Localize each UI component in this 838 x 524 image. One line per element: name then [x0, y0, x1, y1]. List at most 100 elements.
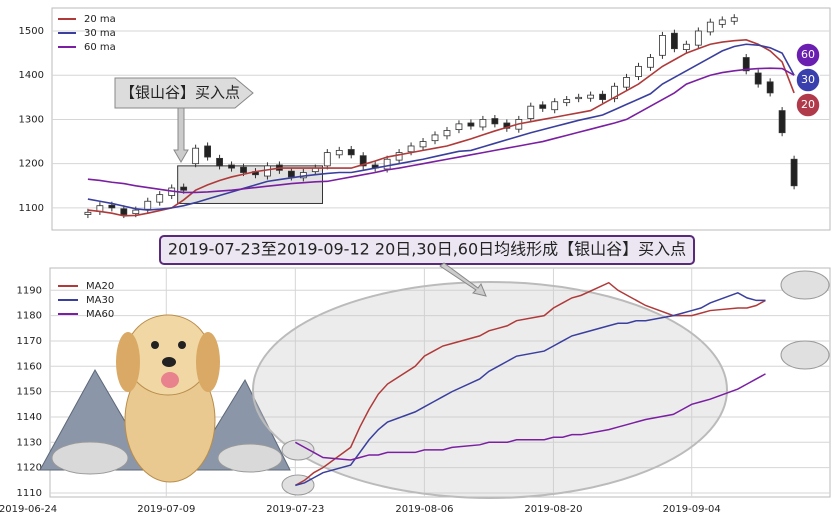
title-box — [159, 235, 695, 265]
candle-body — [647, 57, 654, 68]
dog-ear — [196, 332, 220, 392]
legend-label: MA30 — [86, 295, 114, 306]
dog-tongue — [161, 372, 179, 388]
x-tick-label: 2019-08-20 — [524, 504, 582, 515]
y-tick-label: 1180 — [17, 311, 42, 322]
decoration — [39, 270, 830, 499]
candle-body — [84, 211, 92, 215]
end-badge — [795, 92, 821, 118]
candle-body — [479, 119, 487, 128]
dog-nose — [162, 357, 176, 367]
candle-body — [491, 118, 499, 125]
candle-body — [359, 155, 367, 167]
candle-body — [623, 77, 630, 88]
candle-body — [287, 170, 295, 178]
candle-body — [383, 158, 391, 170]
candle-body — [694, 30, 702, 46]
candle-body — [335, 149, 343, 156]
candle-body — [431, 134, 439, 142]
candle-body — [192, 147, 200, 165]
candle-body — [216, 157, 223, 167]
candle-body — [443, 130, 451, 137]
title-arrow — [439, 262, 487, 297]
candle-body — [240, 166, 247, 173]
x-tick-label: 2019-06-24 — [0, 504, 57, 515]
dog-eye — [178, 341, 186, 349]
ingot — [780, 270, 830, 300]
dog-eye — [151, 341, 159, 349]
candle-body — [539, 104, 547, 109]
annotation-arrow — [114, 77, 254, 109]
end-badge — [795, 67, 821, 93]
candle-body — [395, 152, 403, 161]
candle-body — [204, 145, 212, 158]
y-tick-label: 1150 — [17, 387, 42, 398]
highlight-box — [177, 165, 324, 204]
y-tick-label: 1400 — [19, 70, 44, 81]
candle-body — [587, 94, 595, 99]
candle-body — [599, 93, 606, 100]
candle-body — [419, 141, 427, 148]
candle-body — [742, 57, 750, 72]
candle-body — [180, 186, 188, 191]
y-tick-label: 1200 — [19, 159, 44, 170]
candle-body — [611, 85, 618, 100]
candle-body — [228, 164, 235, 169]
candle-body — [527, 105, 535, 119]
chart-title: 2019-07-23至2019-09-12 20日,30日,60日均线形成【银山… — [168, 240, 686, 259]
candle-body — [563, 99, 571, 104]
legend-label: MA20 — [86, 281, 114, 292]
y-tick-label: 1140 — [17, 412, 42, 423]
annotation: 【银山谷】买入点 — [120, 84, 240, 102]
candle-body — [467, 122, 475, 127]
y-tick-label: 1300 — [19, 114, 44, 125]
candle-body — [551, 101, 559, 111]
candle-body — [323, 152, 331, 167]
y-tick-label: 1160 — [17, 361, 42, 372]
candle-body — [766, 81, 774, 94]
end-badge — [795, 42, 821, 68]
ma-line — [87, 39, 795, 217]
candle-body — [718, 19, 726, 25]
ingot — [51, 441, 129, 475]
y-tick-label: 1100 — [19, 203, 44, 214]
candle-body — [790, 158, 798, 187]
candle-body — [108, 204, 116, 209]
candle-body — [156, 194, 164, 203]
candle-body — [635, 65, 642, 77]
legend-label: 60 ma — [84, 42, 116, 53]
candle-body — [754, 72, 762, 85]
ingot — [780, 340, 830, 370]
line-series — [294, 373, 766, 461]
line-series — [294, 281, 766, 487]
candle-body — [455, 123, 463, 131]
candle-body — [730, 17, 738, 22]
x-tick-label: 2019-09-04 — [663, 504, 721, 515]
ma-line — [87, 67, 795, 194]
candle-body — [659, 35, 666, 56]
y-tick-label: 1500 — [19, 26, 44, 37]
x-tick-label: 2019-07-23 — [266, 504, 324, 515]
end-badge-label: 60 — [801, 48, 815, 61]
y-tick-label: 1190 — [17, 285, 42, 296]
candle-body — [503, 122, 511, 129]
candle-body — [120, 208, 128, 215]
candle-body — [671, 32, 678, 50]
line-series — [295, 292, 766, 487]
end-badge-label: 30 — [801, 73, 815, 86]
candle-body — [575, 96, 583, 100]
x-tick-label: 2019-08-06 — [395, 504, 453, 515]
candle-body — [778, 110, 786, 134]
dog-ear — [116, 332, 140, 392]
candle-body — [682, 43, 690, 50]
candle-body — [347, 149, 355, 156]
ingot — [217, 443, 283, 473]
y-tick-label: 1110 — [17, 488, 42, 499]
end-badge-label: 20 — [801, 98, 815, 111]
legend-label: 30 ma — [84, 28, 116, 39]
ingot — [281, 439, 315, 461]
highlight-ellipse — [252, 281, 728, 499]
ma-line — [87, 43, 795, 211]
